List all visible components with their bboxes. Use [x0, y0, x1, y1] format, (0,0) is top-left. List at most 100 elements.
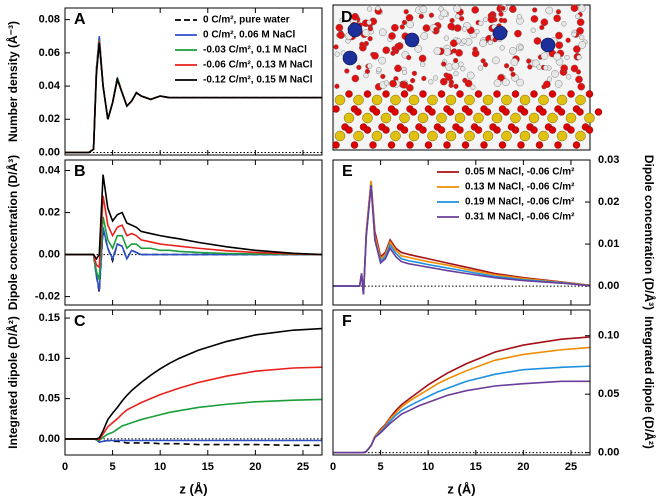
water-atom — [536, 64, 542, 70]
water-atom — [576, 54, 582, 61]
water-atom — [440, 77, 448, 86]
y-tick-label: 0.06 — [39, 47, 60, 59]
oxygen-atom — [428, 108, 436, 116]
water-atom — [533, 37, 542, 45]
oxygen-atom — [539, 108, 547, 116]
silicon-atom — [482, 94, 494, 106]
plot-frame — [64, 309, 323, 456]
water-atom — [561, 21, 567, 27]
water-atom — [499, 45, 505, 51]
oxygen-atom — [332, 105, 340, 113]
y-axis-title: Integrated dipole (D/Å²) — [642, 316, 657, 449]
water-atom — [493, 79, 502, 87]
water-atom — [543, 80, 551, 89]
water-atom — [553, 52, 561, 61]
data-line — [65, 216, 322, 281]
plot-frame — [64, 159, 323, 306]
water-atom — [400, 81, 409, 89]
data-line — [333, 185, 590, 295]
molecular-snapshot — [332, 4, 603, 151]
water-atom — [394, 64, 402, 73]
water-atom — [539, 24, 545, 31]
silicon-atom — [454, 112, 466, 124]
legend-label: -0.03 C/m², 0.1 M NaCl — [203, 45, 307, 56]
water-atom — [418, 54, 427, 63]
data-line — [333, 380, 590, 454]
oxygen-atom — [409, 108, 418, 116]
water-atom — [453, 83, 459, 89]
oxygen-atom — [332, 141, 340, 149]
x-tick-label: 15 — [470, 461, 482, 473]
water-atom — [545, 6, 554, 15]
silicon-atom — [353, 130, 364, 142]
panel-label: A — [74, 11, 86, 28]
oxygen-atom — [498, 141, 507, 149]
silicon-atom — [445, 130, 457, 142]
oxygen-atom — [502, 108, 510, 116]
oxygen-atom — [493, 90, 501, 98]
data-line — [333, 346, 590, 454]
water-atom — [492, 56, 500, 65]
oxygen-atom — [345, 126, 353, 134]
water-atom — [406, 20, 414, 29]
water-atom — [456, 38, 462, 44]
water-atom — [500, 5, 506, 11]
data-line — [65, 39, 322, 154]
water-atom — [554, 80, 563, 88]
water-atom — [472, 46, 478, 52]
oxygen-atom — [456, 126, 464, 134]
ion — [540, 37, 556, 53]
silicon-atom — [436, 112, 447, 124]
silicon-atom — [528, 112, 540, 124]
silicon-atom — [501, 94, 512, 106]
water-atom — [428, 79, 434, 85]
water-atom — [453, 57, 459, 64]
water-atom — [405, 14, 414, 22]
water-atom — [546, 76, 553, 82]
data-line — [333, 365, 590, 454]
silicon-atom — [371, 130, 383, 142]
plot-frame — [332, 159, 591, 306]
data-line — [65, 42, 322, 154]
oxygen-atom — [456, 90, 464, 98]
data-line — [65, 195, 322, 269]
y-tick-label: 0.01 — [598, 238, 619, 250]
y-tick-label: 0.03 — [598, 154, 619, 166]
water-atom — [401, 69, 408, 76]
oxygen-atom — [594, 108, 603, 116]
water-atom — [363, 73, 369, 79]
ion — [492, 25, 508, 41]
oxygen-atom — [391, 108, 399, 116]
water-atom — [460, 66, 466, 72]
water-atom — [565, 37, 571, 43]
water-atom — [432, 75, 439, 81]
y-tick-label: 0.02 — [39, 113, 60, 125]
panel-label: B — [74, 163, 86, 180]
legend-label: 0.31 M NaCl, -0.06 C/m² — [465, 212, 575, 223]
oxygen-atom — [474, 126, 483, 134]
y-tick-label: 0.00 — [598, 280, 619, 292]
silicon-atom — [371, 94, 383, 106]
y-tick-label: 0.10 — [598, 330, 619, 342]
water-atom — [508, 66, 515, 72]
silicon-atom — [584, 112, 595, 124]
x-tick-label: 5 — [378, 461, 384, 473]
oxygen-atom — [572, 141, 581, 149]
oxygen-atom — [480, 141, 488, 149]
water-atom — [551, 70, 559, 78]
water-atom — [571, 31, 577, 37]
water-atom — [406, 54, 412, 61]
water-atom — [420, 61, 426, 67]
water-atom — [574, 13, 581, 19]
water-atom — [482, 62, 489, 68]
silicon-atom — [491, 112, 503, 124]
water-atom — [433, 47, 442, 55]
water-atom — [497, 74, 505, 82]
oxygen-atom — [530, 126, 538, 134]
oxygen-atom — [511, 126, 520, 134]
oxygen-atom — [585, 90, 594, 98]
x-tick-label: 0 — [330, 461, 336, 473]
silicon-atom — [390, 130, 401, 142]
silicon-atom — [427, 130, 438, 142]
water-atom — [448, 79, 454, 85]
